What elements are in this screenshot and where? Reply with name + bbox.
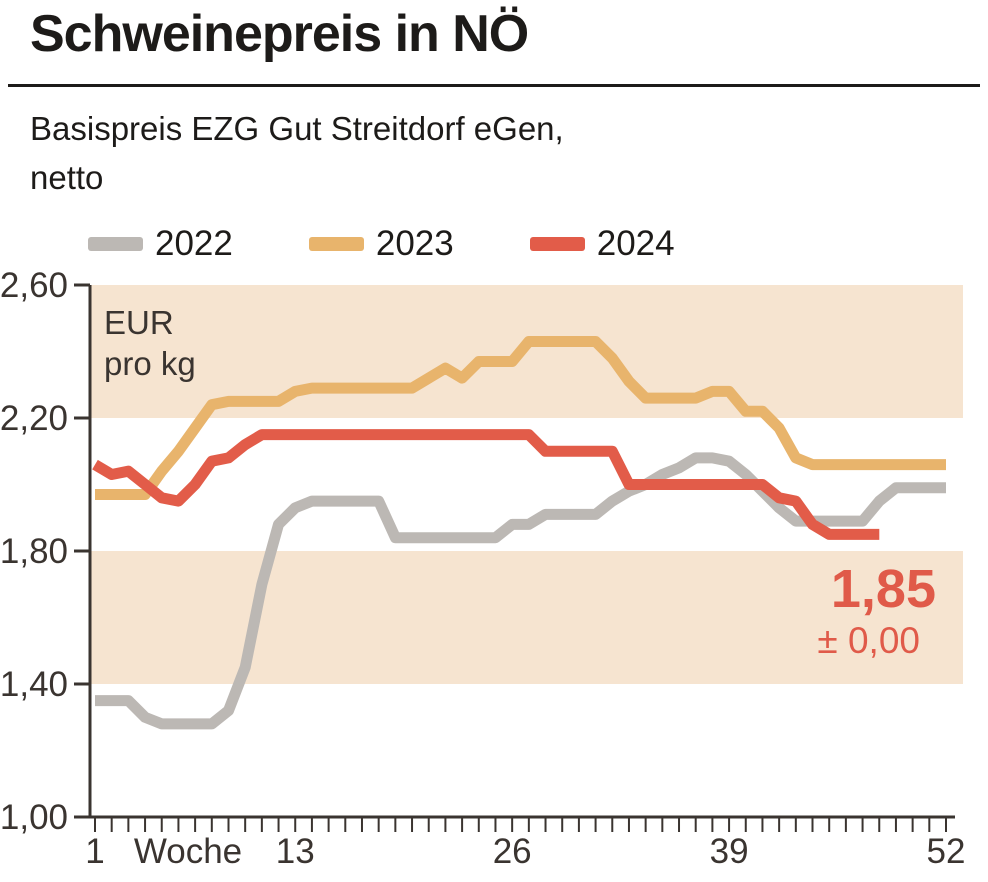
subtitle-line-1: Basispreis EZG Gut Streitdorf eGen, xyxy=(30,110,564,147)
legend-swatch-2024 xyxy=(529,237,585,251)
series-line-2024 xyxy=(92,429,880,540)
chart-subtitle: Basispreis EZG Gut Streitdorf eGen, nett… xyxy=(30,104,564,202)
value-band xyxy=(90,551,963,684)
subtitle-line-2: netto xyxy=(30,159,104,196)
y-tick-label: 1,80 xyxy=(0,532,68,571)
legend-label-2024: 2024 xyxy=(596,224,675,263)
legend-swatch-2023 xyxy=(308,237,364,251)
series-line-2023 xyxy=(95,336,946,500)
title-divider xyxy=(8,84,980,87)
legend-item-2022: 2022 xyxy=(88,224,233,264)
legend-item-2024: 2024 xyxy=(529,224,675,264)
price-chart: 2,60 2,20 1,80 1,40 1,00 1 13 26 39 52 EUR pro kg… xyxy=(0,266,965,871)
chart-axes: 2,60 2,20 1,80 1,40 1,00 1 13 26 39 52 xyxy=(0,266,965,871)
y-tick-label: 2,60 xyxy=(0,266,68,305)
unit-label-line-2: pro kg xyxy=(104,345,196,382)
chart-series xyxy=(92,336,946,730)
page-title: Schweinepreis in NÖ xyxy=(30,5,529,63)
y-tick-label: 1,40 xyxy=(0,665,68,704)
x-tick-label: 13 xyxy=(276,832,315,871)
y-tick-label: 2,20 xyxy=(0,399,68,438)
legend-label-2022: 2022 xyxy=(155,224,233,263)
x-tick-label: 26 xyxy=(493,832,532,871)
legend-label-2023: 2023 xyxy=(375,224,454,263)
chart-legend: 2022 2023 2024 xyxy=(88,224,675,264)
x-tick-label: 1 xyxy=(85,832,104,871)
chart-bands xyxy=(90,285,963,684)
x-tick-label: 39 xyxy=(710,832,749,871)
unit-label-line-1: EUR xyxy=(104,304,174,341)
x-tick-label: 52 xyxy=(927,832,966,871)
x-axis-label: Woche xyxy=(134,832,242,871)
legend-swatch-2022 xyxy=(88,237,143,251)
y-tick-label: 1,00 xyxy=(0,798,68,837)
latest-price-change: ± 0,00 xyxy=(817,620,920,661)
latest-price-annotation: 1,85 xyxy=(831,559,936,619)
legend-item-2023: 2023 xyxy=(308,224,454,264)
